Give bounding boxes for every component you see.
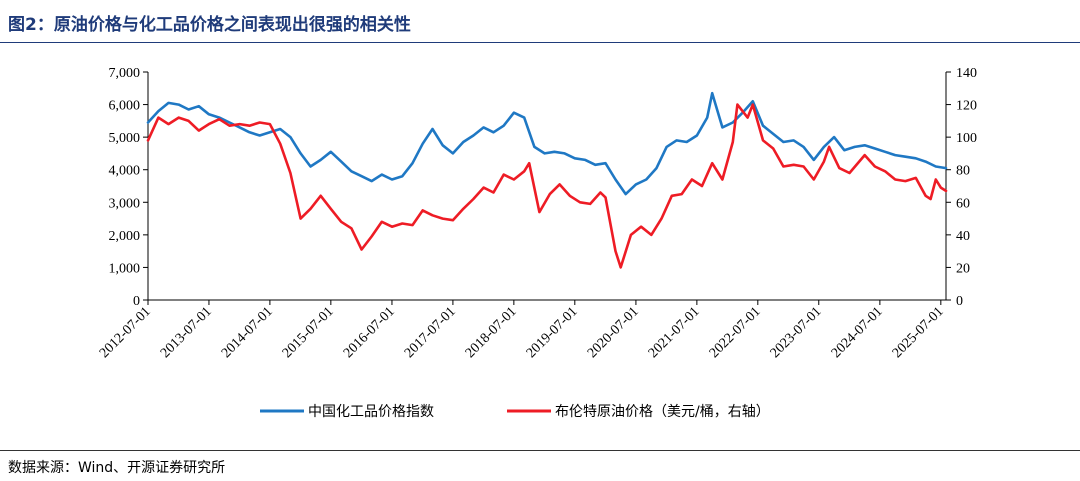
y-left-tick-label: 3,000 (109, 196, 141, 211)
x-tick-label: 2021-07-01 (646, 304, 703, 361)
y-left-tick-label: 1,000 (109, 261, 141, 276)
x-tick-label: 2018-07-01 (463, 304, 520, 361)
chart-title: 图2：原油价格与化工品价格之间表现出很强的相关性 (8, 15, 411, 35)
x-tick-label: 2025-07-01 (890, 304, 947, 361)
y-right-tick-label: 40 (956, 229, 970, 244)
y-right-tick-label: 20 (956, 261, 970, 276)
y-right-tick-label: 60 (956, 196, 970, 211)
source-divider (0, 450, 1080, 451)
y-left-tick-label: 4,000 (109, 164, 141, 179)
chart-axes: 0 1,000 2,000 3,000 4,000 5,000 6,000 7,000 0 20 4… (97, 66, 977, 361)
y-left-tick-label: 0 (133, 294, 140, 309)
y-right-tick-label: 120 (956, 99, 977, 114)
series-line-1 (146, 103, 948, 269)
legend-label-chem: 中国化工品价格指数 (308, 404, 434, 420)
chart-legend: 中国化工品价格指数 布伦特原油价格（美元/桶，右轴） (260, 404, 770, 420)
y-right-tick-label: 140 (956, 66, 977, 81)
y-left-tick-label: 5,000 (109, 131, 141, 146)
x-tick-label: 2019-07-01 (524, 304, 581, 361)
x-tick-label: 2016-07-01 (341, 304, 398, 361)
x-tick-label: 2022-07-01 (707, 304, 764, 361)
x-tick-label: 2020-07-01 (585, 304, 642, 361)
x-tick-label: 2012-07-01 (97, 304, 154, 361)
y-left-tick-label: 2,000 (109, 229, 141, 244)
y-right-tick-label: 0 (956, 294, 963, 309)
x-tick-label: 2015-07-01 (280, 304, 337, 361)
chart-series (146, 91, 948, 269)
source-note: 数据来源：Wind、开源证券研究所 (8, 460, 226, 476)
x-tick-label: 2023-07-01 (768, 304, 825, 361)
y-left-tick-label: 7,000 (109, 66, 141, 81)
title-divider (0, 42, 1080, 43)
y-left-tick-label: 6,000 (109, 99, 141, 114)
y-right-tick-label: 100 (956, 131, 977, 146)
y-right-tick-label: 80 (956, 164, 970, 179)
x-tick-label: 2017-07-01 (402, 304, 459, 361)
legend-label-brent: 布伦特原油价格（美元/桶，右轴） (555, 404, 770, 420)
x-tick-label: 2014-07-01 (219, 304, 276, 361)
x-tick-label: 2013-07-01 (158, 304, 215, 361)
x-tick-label: 2024-07-01 (829, 304, 886, 361)
series-line-0 (146, 91, 948, 196)
